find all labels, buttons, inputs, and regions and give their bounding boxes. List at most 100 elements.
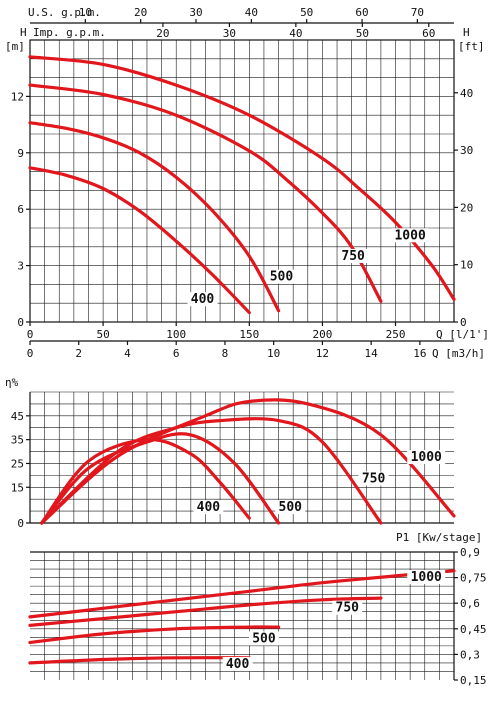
power-curve-label-400: 400 bbox=[226, 657, 250, 672]
flow-axis-label: Q [l/1'] bbox=[436, 328, 489, 341]
imp-gpm-tick-label: 60 bbox=[422, 27, 435, 40]
head-curve-label-1000: 1000 bbox=[394, 228, 425, 243]
power-curves bbox=[28, 569, 456, 665]
power-curve-label-500: 500 bbox=[252, 631, 276, 646]
flow-tick-label: 0 bbox=[27, 328, 34, 341]
m3h-tick-label: 8 bbox=[222, 347, 229, 360]
head-left-tick-label: 9 bbox=[17, 147, 24, 160]
efficiency-tick-label: 0 bbox=[17, 517, 24, 530]
m3h-tick-label: 4 bbox=[124, 347, 131, 360]
efficiency-curve-400 bbox=[40, 437, 251, 525]
power-tick-label: 0,75 bbox=[460, 572, 487, 585]
power-tick-label: 0,3 bbox=[460, 648, 480, 661]
us-gpm-tick-label: 60 bbox=[355, 6, 368, 19]
efficiency-tick-label: 35 bbox=[11, 434, 24, 447]
head-curve-750 bbox=[28, 83, 383, 303]
head-curve-label-750: 750 bbox=[341, 249, 365, 264]
efficiency-curve-500 bbox=[40, 432, 281, 525]
head-right-tick-label: 0 bbox=[460, 316, 467, 329]
us-gpm-axis-label: U.S. g.p.m. bbox=[28, 6, 101, 19]
efficiency-curve-label-750: 750 bbox=[362, 472, 386, 487]
m3h-tick-label: 12 bbox=[316, 347, 329, 360]
efficiency-curve-label-400: 400 bbox=[197, 500, 221, 515]
imp-gpm-tick-labels: 20 30 40 50 60 bbox=[156, 23, 435, 40]
imp-gpm-axis-label: Imp. g.p.m. bbox=[33, 26, 106, 39]
power-tick-label: 0,45 bbox=[460, 623, 487, 636]
m3h-tick-label: 14 bbox=[365, 347, 379, 360]
head-curve-label-bg bbox=[338, 248, 369, 263]
head-right-axis-letter: H bbox=[463, 26, 470, 39]
power-tick-label: 0,15 bbox=[460, 674, 487, 687]
efficiency-tick-label: 25 bbox=[11, 457, 24, 470]
flow-tick-label: 50 bbox=[96, 328, 109, 341]
head-right-tick-labels: 0 10 20 30 40 bbox=[454, 87, 473, 329]
efficiency-curve-label-bg bbox=[193, 500, 224, 515]
power-curve-label-bg bbox=[222, 657, 253, 672]
imp-gpm-tick-label: 40 bbox=[289, 27, 302, 40]
efficiency-tick-label: 45 bbox=[11, 410, 24, 423]
power-curve-750 bbox=[28, 596, 383, 627]
head-left-axis-letter: H bbox=[20, 26, 27, 39]
head-right-tick-label: 40 bbox=[460, 87, 473, 100]
m3h-axis-label: Q [m3/h] bbox=[432, 347, 485, 360]
efficiency-curve-750 bbox=[40, 417, 383, 525]
head-curve-label-bg bbox=[266, 269, 297, 284]
power-curve-label-bg bbox=[332, 600, 363, 615]
head-curve-500 bbox=[28, 121, 281, 313]
imp-gpm-tick-label: 50 bbox=[356, 27, 369, 40]
head-left-tick-label: 6 bbox=[17, 203, 24, 216]
efficiency-tick-label: 15 bbox=[11, 481, 24, 494]
us-gpm-tick-label: 10 bbox=[79, 6, 92, 19]
power-curve-label-bg bbox=[407, 570, 446, 585]
us-gpm-tick-label: 50 bbox=[300, 6, 313, 19]
efficiency-curve-label-bg bbox=[358, 471, 389, 486]
head-left-axis-unit: [m] bbox=[5, 40, 25, 53]
us-gpm-tick-label: 30 bbox=[189, 6, 202, 19]
efficiency-curve-label-1000: 1000 bbox=[411, 450, 442, 465]
m3h-tick-label: 16 bbox=[413, 347, 426, 360]
head-right-axis-unit: [ft] bbox=[458, 40, 485, 53]
imp-gpm-tick-label: 20 bbox=[156, 27, 169, 40]
power-curve-label-750: 750 bbox=[336, 601, 360, 616]
power-curve-label-1000: 1000 bbox=[411, 570, 442, 585]
head-flow-tick-labels: 0 50 100 150 200 250 bbox=[27, 322, 406, 341]
m3h-tick-label: 6 bbox=[173, 347, 180, 360]
power-curve-1000 bbox=[28, 569, 456, 619]
m3h-tick-label: 0 bbox=[27, 347, 34, 360]
m3h-tick-label: 2 bbox=[75, 347, 82, 360]
power-tick-labels: 0,15 0,3 0,45 0,6 0,75 0,9 bbox=[454, 546, 487, 687]
head-curve-labels: 400 500 750 1000 bbox=[187, 228, 430, 307]
power-tick-label: 0,6 bbox=[460, 597, 480, 610]
us-gpm-tick-label: 40 bbox=[245, 6, 258, 19]
us-gpm-tick-label: 20 bbox=[134, 6, 147, 19]
efficiency-curves bbox=[40, 398, 456, 525]
m3h-tick-label: 10 bbox=[267, 347, 280, 360]
efficiency-curve-1000 bbox=[40, 398, 456, 525]
head-left-tick-labels: 0 3 6 9 12 bbox=[11, 90, 30, 329]
efficiency-curve-label-bg bbox=[275, 500, 306, 515]
efficiency-curve-label-500: 500 bbox=[279, 500, 303, 515]
head-chart-grid bbox=[30, 40, 454, 322]
head-curve-label-bg bbox=[187, 292, 218, 307]
power-chart: P1 [Kw/stage] 0,15 0,3 0,45 0,6 0,75 0,9 4005… bbox=[28, 531, 487, 687]
head-left-tick-label: 0 bbox=[17, 316, 24, 329]
power-curve-500 bbox=[28, 625, 281, 645]
power-tick-label: 0,9 bbox=[460, 546, 480, 559]
head-curve-label-500: 500 bbox=[270, 270, 294, 285]
efficiency-curve-label-bg bbox=[407, 450, 446, 465]
power-curve-400 bbox=[28, 656, 251, 665]
efficiency-tick-labels: 0 15 25 35 45 bbox=[11, 410, 30, 530]
head-right-tick-label: 10 bbox=[460, 259, 473, 272]
head-curve-label-400: 400 bbox=[191, 292, 215, 307]
m3h-tick-labels: 0 2 4 6 8 10 12 14 16 bbox=[27, 341, 427, 360]
head-left-tick-label: 12 bbox=[11, 90, 24, 103]
efficiency-axis-label: η% bbox=[5, 376, 19, 389]
flow-tick-label: 250 bbox=[386, 328, 406, 341]
imp-gpm-tick-label: 30 bbox=[223, 27, 236, 40]
head-curve-1000 bbox=[28, 55, 456, 301]
flow-tick-label: 200 bbox=[312, 328, 332, 341]
power-curve-label-bg bbox=[248, 631, 279, 646]
head-right-tick-label: 20 bbox=[460, 201, 473, 214]
